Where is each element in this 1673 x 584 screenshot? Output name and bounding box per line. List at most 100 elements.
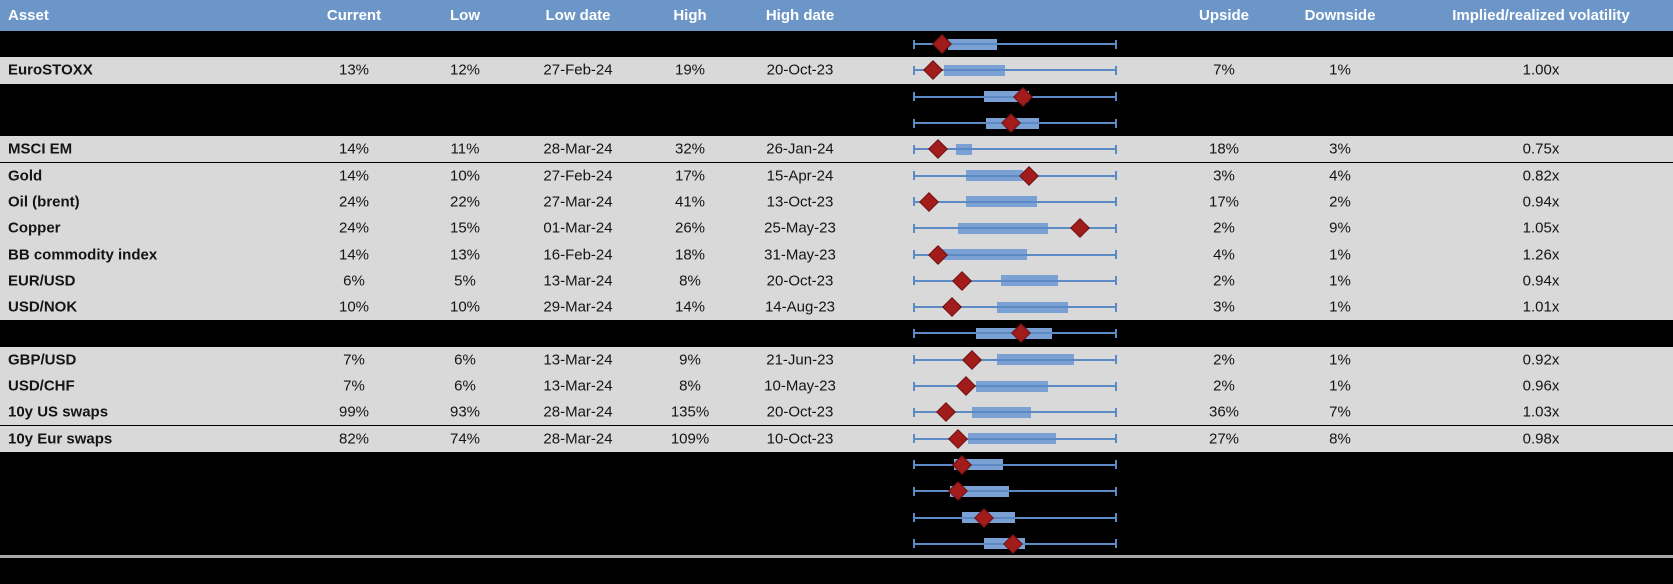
current-marker-diamond [952, 455, 972, 475]
current-marker-diamond [947, 481, 968, 502]
asset-label: BB commodity index [8, 246, 158, 264]
table-row: BB commodity index 14% 13% 16-Feb-24 18% 31-M… [0, 241, 1673, 268]
current-value: 6% [343, 272, 365, 290]
implied-realized-value: 0.82x [1522, 167, 1560, 185]
column-header-implied-realized-volatility: Implied/realized volatility [1452, 7, 1630, 24]
range-boxplot [913, 426, 1117, 452]
high-value: 18% [674, 246, 706, 264]
column-header-asset: Asset [8, 7, 49, 24]
whisker-cap-left [913, 92, 915, 102]
whisker-cap-right [1115, 486, 1117, 496]
hidden-row [0, 451, 1673, 479]
low-value: 13% [449, 246, 481, 264]
low-date-value: 29-Mar-24 [543, 298, 613, 316]
whisker-cap-right [1115, 223, 1117, 233]
whisker-cap-right [1115, 355, 1117, 365]
asset-label: Copper [8, 219, 61, 237]
current-value: 24% [338, 219, 370, 237]
high-value: 8% [679, 272, 701, 290]
whisker-cap-right [1115, 539, 1117, 549]
whisker-cap-left [913, 513, 915, 523]
high-date-value: 20-Oct-23 [766, 403, 834, 421]
implied-realized-value: 0.94x [1522, 193, 1560, 211]
current-value: 24% [338, 193, 370, 211]
current-marker-diamond [1003, 533, 1023, 554]
low-date-value: 13-Mar-24 [543, 377, 613, 395]
current-marker-diamond [931, 34, 952, 55]
downside-value: 2% [1329, 193, 1351, 211]
implied-realized-value: 0.94x [1522, 272, 1560, 290]
whisker-line [913, 385, 1117, 388]
whisker-cap-left [913, 250, 915, 260]
asset-label: Gold [8, 167, 43, 185]
current-marker-diamond [1013, 86, 1034, 107]
range-boxplot [913, 268, 1117, 294]
high-value: 26% [674, 219, 706, 237]
whisker-cap-right [1115, 302, 1117, 312]
low-value: 74% [449, 430, 481, 448]
downside-value: 8% [1329, 430, 1351, 448]
low-date-value: 13-Mar-24 [543, 272, 613, 290]
low-value: 11% [450, 140, 480, 158]
low-value: 15% [449, 219, 481, 237]
whisker-cap-right [1115, 39, 1117, 49]
current-marker-diamond [1070, 218, 1091, 239]
range-boxplot [913, 373, 1117, 399]
downside-value: 1% [1329, 246, 1351, 264]
range-boxplot [913, 504, 1117, 530]
upside-value: 27% [1208, 430, 1240, 448]
current-value: 7% [343, 377, 365, 395]
high-date-value: 20-Oct-23 [766, 61, 834, 79]
range-boxplot [913, 31, 1117, 57]
hidden-row [0, 504, 1673, 531]
high-value: 14% [674, 298, 706, 316]
whisker-cap-right [1115, 276, 1117, 286]
current-marker-diamond [974, 507, 995, 528]
column-header-high-date: High date [765, 7, 835, 24]
range-boxplot [913, 189, 1117, 215]
upside-value: 2% [1213, 219, 1235, 237]
hidden-row [0, 530, 1673, 557]
upside-value: 3% [1213, 167, 1235, 185]
high-date-value: 20-Oct-23 [766, 272, 834, 290]
downside-value: 4% [1329, 167, 1351, 185]
current-marker-diamond [935, 402, 956, 423]
high-date-value: 25-May-23 [764, 219, 836, 237]
low-value: 10% [449, 167, 481, 185]
low-value: 5% [454, 272, 476, 290]
table-row: EuroSTOXX 13% 12% 27-Feb-24 19% 20-Oct-23 7% 1%… [0, 57, 1673, 84]
whisker-cap-left [913, 144, 915, 154]
hidden-row [0, 320, 1673, 347]
whisker-cap-right [1115, 513, 1117, 523]
low-value: 12% [449, 61, 481, 79]
current-marker-diamond [1011, 323, 1031, 344]
whisker-line [913, 174, 1117, 177]
current-value: 82% [338, 430, 370, 448]
table-row: Gold 14% 10% 27-Feb-24 17% 15-Apr-24 3% 4% 0.82x [0, 162, 1673, 189]
column-header-high: High [673, 7, 707, 24]
table-row: GBP/USD 7% 6% 13-Mar-24 9% 21-Jun-23 2% 1% 0.92x [0, 346, 1673, 373]
high-date-value: 21-Jun-23 [766, 351, 834, 369]
table-row: EUR/USD 6% 5% 13-Mar-24 8% 20-Oct-23 2% 1% 0.94x [0, 267, 1673, 294]
hidden-row [0, 478, 1673, 505]
range-boxplot [913, 241, 1117, 267]
table-row: Copper 24% 15% 01-Mar-24 26% 25-May-23 2% 9% 1.0… [0, 215, 1673, 242]
whisker-line [913, 69, 1117, 72]
high-value: 8% [679, 377, 701, 395]
low-value: 93% [449, 403, 481, 421]
upside-value: 4% [1213, 246, 1235, 264]
low-date-value: 16-Feb-24 [543, 246, 613, 264]
downside-value: 1% [1329, 61, 1351, 79]
high-date-value: 15-Apr-24 [766, 167, 834, 185]
whisker-cap-left [913, 460, 915, 470]
low-value: 6% [454, 377, 476, 395]
range-boxplot [913, 347, 1117, 373]
whisker-line [913, 516, 1117, 519]
current-marker-diamond [919, 192, 940, 212]
column-header-current: Current [326, 7, 382, 24]
table-header-row: Asset Current Low Low date High High dat… [0, 0, 1673, 31]
implied-realized-value: 0.92x [1522, 351, 1560, 369]
current-value: 10% [338, 298, 370, 316]
low-date-value: 13-Mar-24 [543, 351, 613, 369]
column-header-upside: Upside [1198, 7, 1250, 24]
